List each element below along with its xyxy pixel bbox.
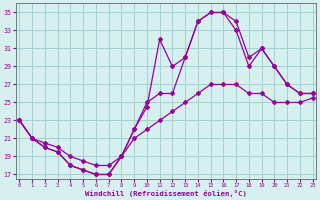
- X-axis label: Windchill (Refroidissement éolien,°C): Windchill (Refroidissement éolien,°C): [85, 190, 247, 197]
